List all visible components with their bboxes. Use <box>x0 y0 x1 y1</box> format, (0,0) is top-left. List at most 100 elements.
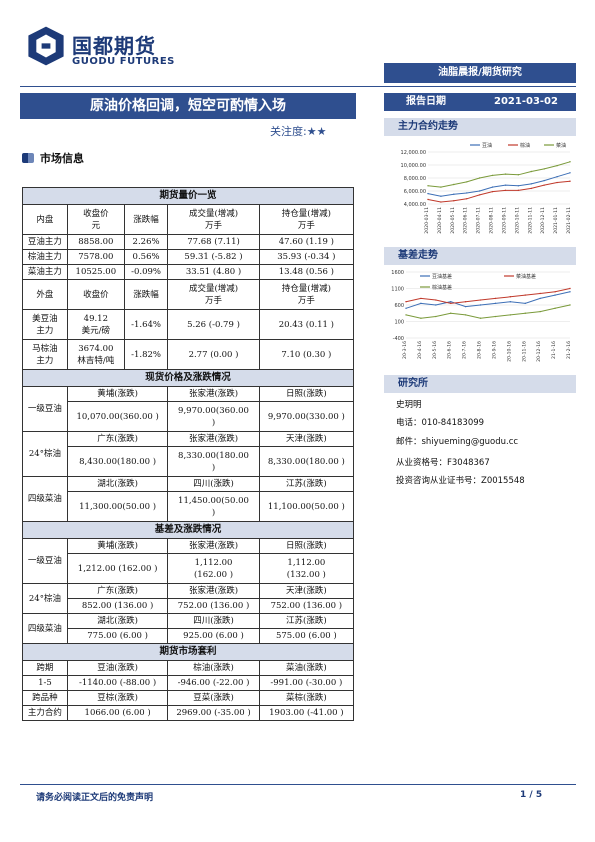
data-point <box>405 301 407 303</box>
footer-divider <box>20 784 576 785</box>
data-point <box>504 173 507 175</box>
data-point <box>569 172 571 174</box>
legend-label: 棕油 <box>520 142 530 149</box>
data-point <box>543 179 545 182</box>
data-point <box>491 186 494 188</box>
table-row: 跨品种 豆棕(涨跌) 豆菜(涨跌) 菜棕(涨跌) <box>22 690 355 706</box>
table-row: 11,300.00(50.00 ) 11,450.00(50.00 ) 11,100… <box>23 491 355 522</box>
x-tick-label: 20-8-16 <box>477 341 483 359</box>
table-row: 主力合约 1066.00 (6.00 ) 2969.00 (-35.00 ) 1903… <box>22 705 355 721</box>
table-row: 豆油主力 8858.00 2.26% 77.68 (7.11) 47.60 (1.19 … <box>22 234 355 250</box>
data-point <box>504 184 507 186</box>
data-point <box>543 184 545 186</box>
data-point <box>453 183 455 186</box>
series-line-2 <box>405 304 571 319</box>
data-point <box>524 302 526 305</box>
futures-header-row-2: 外盘 收盘价 涨跌幅 成交量(增减) 万手 持仓量(增减) 万手 <box>22 279 355 310</box>
data-point <box>450 302 452 305</box>
x-tick-label: 2020-08-11 <box>489 207 495 234</box>
data-point <box>509 296 512 298</box>
data-point <box>479 299 482 301</box>
data-point <box>478 190 481 192</box>
data-point <box>554 307 556 309</box>
data-point <box>466 192 468 194</box>
data-point <box>435 315 437 318</box>
data-point <box>569 291 571 293</box>
data-point <box>530 183 532 185</box>
legend-label: 棕油基差 <box>432 284 452 291</box>
x-tick-label: 20-3-16 <box>402 341 408 359</box>
col-head: 涨跌幅 <box>123 204 169 235</box>
basis-caption: 基差及涨跌情况 <box>22 521 354 539</box>
analyst-advisor-cert: 投资咨询从业证书号：Z0015548 <box>396 476 525 486</box>
report-type-banner: 油脂晨报/期货研究 <box>384 63 576 83</box>
data-point <box>435 299 437 301</box>
y-tick-label: 1600 <box>391 270 404 276</box>
x-tick-label: 20-6-16 <box>447 341 453 359</box>
chart1-heading: 主力合约走势 <box>384 118 576 136</box>
table-row: 852.00 (136.00 ) 752.00 (136.00 ) 752.00 (… <box>23 598 355 614</box>
data-point <box>464 305 467 308</box>
data-point <box>494 315 497 318</box>
data-point <box>569 161 571 163</box>
data-point <box>494 297 497 300</box>
legend-label: 菜油 <box>556 142 566 149</box>
data-point <box>427 198 429 201</box>
x-tick-label: 2020-05-11 <box>450 207 456 234</box>
data-point <box>464 314 467 316</box>
spot-caption: 现货价格及涨跌情况 <box>22 369 354 387</box>
y-tick-label: 10,000.00 <box>401 163 426 169</box>
x-tick-label: 2020-09-11 <box>501 207 507 234</box>
table-row: 1,212.00 (162.00 ) 1,112.00 (162.00 ) 1,11… <box>23 553 355 584</box>
data-point <box>450 301 452 303</box>
market-data-table: 期货量价一览 内盘 收盘价 元 涨跌幅 成交量(增减) 万手 持仓量(增减) 万… <box>22 187 355 721</box>
x-tick-label: 2020-03-11 <box>424 207 430 234</box>
table-row: 1-5 -1140.00 (-88.00 ) -946.00 (-22.00 ) -9… <box>22 675 355 691</box>
data-point <box>478 194 481 196</box>
section-market-title: 市场信息 <box>40 152 84 165</box>
data-point <box>539 297 541 300</box>
data-point <box>517 174 520 176</box>
data-point <box>524 294 526 296</box>
data-point <box>530 187 532 190</box>
page-number: 1 / 5 <box>520 790 543 800</box>
series-line-1 <box>405 288 571 304</box>
x-tick-label: 2020-07-11 <box>476 207 482 234</box>
data-point <box>524 312 526 314</box>
data-point <box>554 291 556 293</box>
company-logo <box>28 26 64 66</box>
col-head: 持仓量(增减) 万手 <box>258 279 355 310</box>
data-point <box>556 164 558 167</box>
analyst-license: 从业资格号：F3048367 <box>396 458 490 468</box>
x-tick-label: 20-4-16 <box>417 341 423 359</box>
logo-chinese-name: 国都期货 <box>72 34 156 58</box>
x-tick-label: 21-2-16 <box>566 341 572 359</box>
report-date-label: 报告日期 <box>406 96 446 107</box>
col-head: 涨跌幅 <box>123 279 169 310</box>
y-tick-label: 6,000.00 <box>404 189 426 195</box>
data-point <box>478 177 481 179</box>
data-point <box>556 181 558 184</box>
y-tick-label: 600 <box>394 303 404 309</box>
data-point <box>427 192 429 195</box>
futures-trend-chart: 12,000.00 10,000.00 8,000.00 6,000.00 4,000.… <box>401 142 572 234</box>
x-tick-label: 21-1-16 <box>551 341 557 359</box>
data-point <box>450 312 452 314</box>
data-point <box>539 292 541 295</box>
analyst-name: 史玥明 <box>396 400 422 410</box>
data-point <box>491 174 494 177</box>
x-tick-label: 2020-12-11 <box>540 207 546 234</box>
analyst-email: 邮件：shiyueming@guodu.cc <box>396 437 519 447</box>
col-head: 成交量(增减) 万手 <box>167 204 260 235</box>
data-point <box>466 198 468 200</box>
data-point <box>466 181 468 183</box>
data-point <box>509 301 512 303</box>
data-point <box>420 317 422 319</box>
x-tick-label: 20-9-16 <box>491 341 497 359</box>
analyst-phone: 电话：010-84183099 <box>396 418 485 428</box>
futures-header-row: 内盘 收盘价 元 涨跌幅 成交量(增减) 万手 持仓量(增减) 万手 <box>22 204 355 235</box>
x-tick-label: 2020-04-11 <box>437 207 443 234</box>
research-heading: 研究所 <box>384 375 576 393</box>
attention-rating: 关注度:★★ <box>270 125 327 138</box>
